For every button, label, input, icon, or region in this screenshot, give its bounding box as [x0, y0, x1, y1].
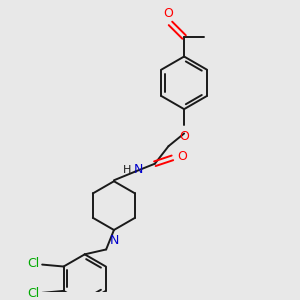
Text: O: O	[179, 130, 189, 142]
Text: O: O	[177, 150, 187, 164]
Text: O: O	[164, 8, 173, 20]
Text: N: N	[134, 163, 143, 176]
Text: Cl: Cl	[27, 287, 39, 300]
Text: Cl: Cl	[27, 257, 39, 270]
Text: H: H	[123, 165, 131, 175]
Text: N: N	[109, 234, 119, 247]
